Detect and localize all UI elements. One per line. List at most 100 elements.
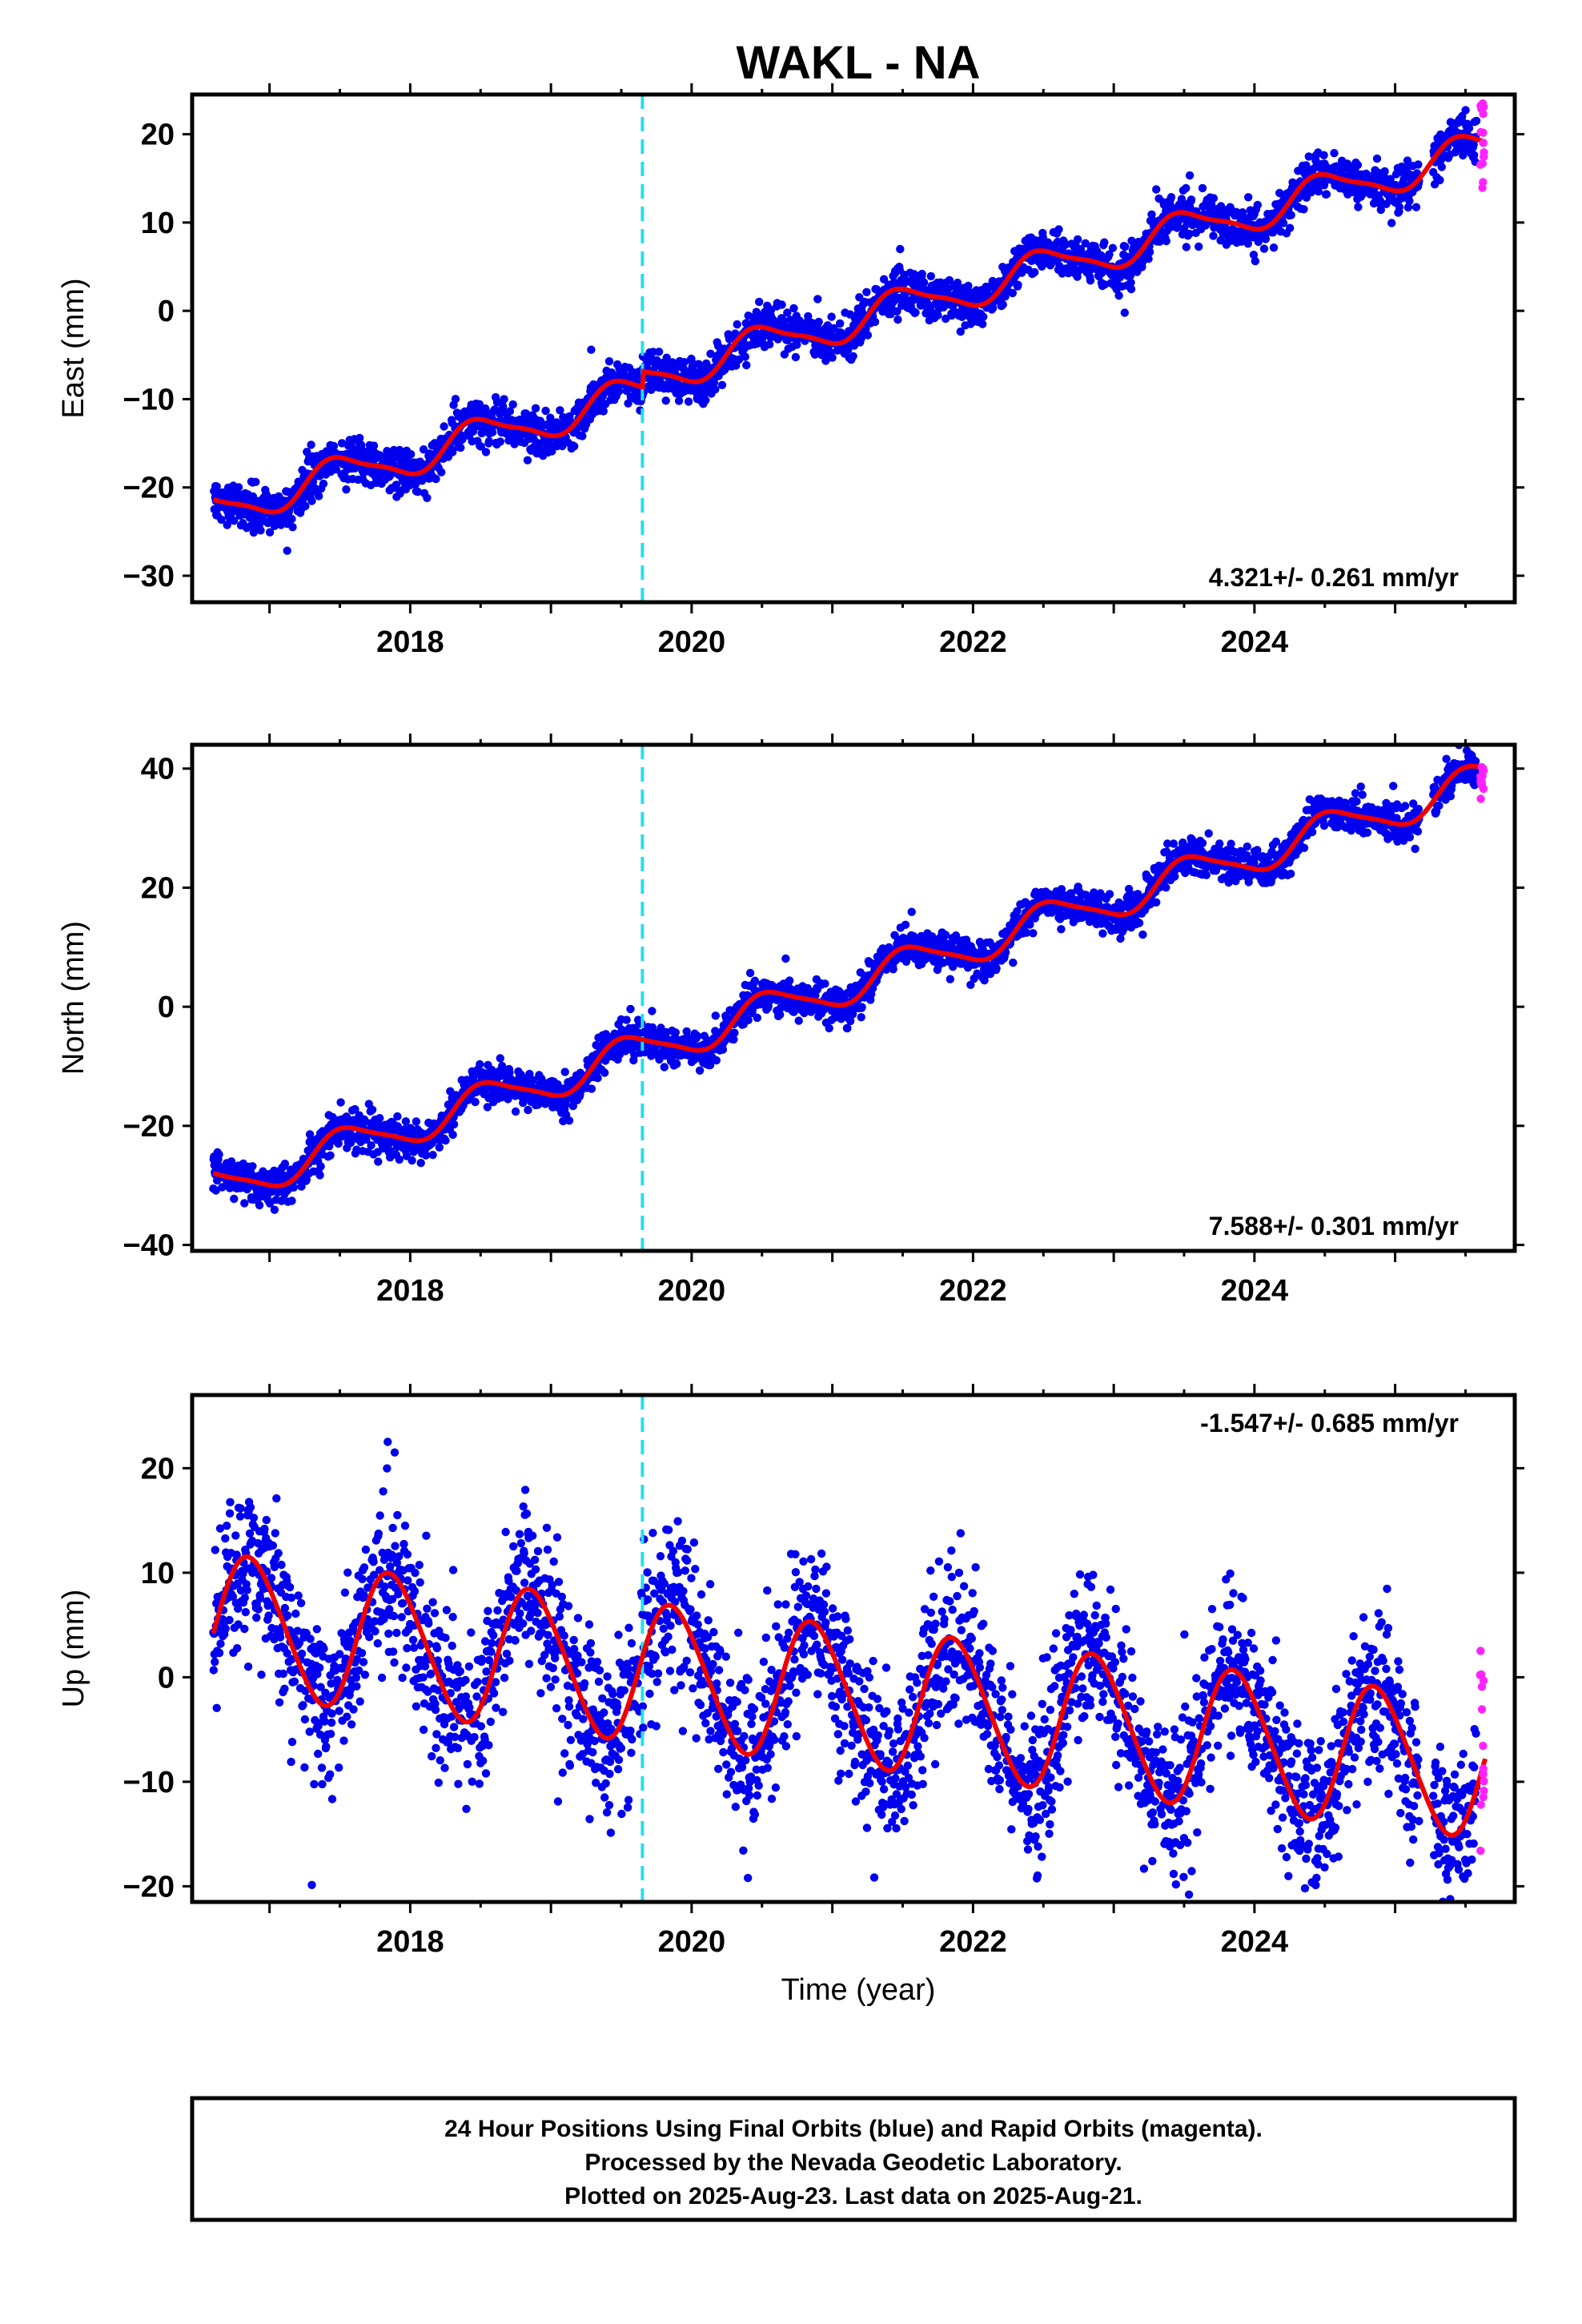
data-point xyxy=(741,352,749,361)
data-point xyxy=(863,331,873,340)
data-point xyxy=(302,1176,311,1184)
data-point xyxy=(1437,163,1447,171)
data-point xyxy=(1243,239,1253,248)
data-point xyxy=(215,1150,223,1159)
data-point xyxy=(1464,123,1474,133)
data-point xyxy=(1279,219,1288,227)
data-point xyxy=(476,442,485,451)
data-point xyxy=(1098,929,1107,938)
data-point xyxy=(280,1160,290,1168)
data-point xyxy=(862,287,871,296)
data-point xyxy=(693,1031,702,1041)
data-point xyxy=(395,1155,404,1164)
data-point xyxy=(1403,156,1412,165)
x-ticks-east: 2018 2020 2022 2024 xyxy=(268,83,1467,659)
data-point xyxy=(270,1205,279,1214)
data-point xyxy=(1287,211,1295,219)
data-point xyxy=(744,1015,753,1025)
data-point xyxy=(475,400,484,408)
data-point xyxy=(750,976,760,985)
rapid-data-point xyxy=(1478,99,1488,108)
data-point xyxy=(476,1059,484,1069)
data-point xyxy=(1013,907,1022,916)
data-point xyxy=(1372,154,1382,163)
data-point xyxy=(648,1023,657,1032)
data-point xyxy=(1177,195,1186,203)
data-point xyxy=(701,396,710,404)
data-point xyxy=(1249,251,1259,259)
x-tick-label: 2020 xyxy=(658,625,726,659)
data-point xyxy=(307,497,316,505)
final-orbit-points-east xyxy=(210,106,1481,555)
data-point xyxy=(901,920,910,930)
data-point xyxy=(1182,183,1191,193)
data-point xyxy=(326,1151,335,1160)
data-point xyxy=(893,307,901,316)
data-point xyxy=(654,348,664,356)
data-point xyxy=(660,1063,669,1072)
data-point xyxy=(500,395,508,404)
data-point xyxy=(593,1074,602,1083)
data-point xyxy=(1121,242,1130,251)
data-point xyxy=(671,1028,680,1037)
data-point xyxy=(230,517,239,525)
data-point xyxy=(896,244,905,254)
data-point xyxy=(367,1105,377,1115)
data-point xyxy=(524,1105,532,1115)
data-point xyxy=(587,345,596,354)
data-point xyxy=(828,353,837,362)
data-point xyxy=(684,397,693,406)
data-point xyxy=(337,439,347,448)
data-point xyxy=(941,931,950,939)
data-point xyxy=(255,1200,264,1210)
data-point xyxy=(319,479,328,489)
data-point xyxy=(1022,928,1031,937)
data-point xyxy=(277,1196,287,1205)
data-point xyxy=(499,402,508,411)
data-point xyxy=(794,1016,803,1025)
data-point xyxy=(989,304,998,312)
data-point xyxy=(342,485,351,494)
data-point xyxy=(827,312,836,321)
data-point xyxy=(742,360,751,370)
data-point xyxy=(413,487,423,497)
data-point xyxy=(1001,948,1010,957)
data-point xyxy=(1152,185,1161,194)
data-point xyxy=(711,385,720,394)
data-point xyxy=(412,1117,421,1126)
data-point xyxy=(783,308,792,317)
data-point xyxy=(844,345,853,354)
data-point xyxy=(1029,929,1038,938)
data-point xyxy=(1461,106,1470,115)
data-point xyxy=(287,1196,296,1205)
data-point xyxy=(468,427,478,436)
data-point xyxy=(1261,235,1271,243)
data-point xyxy=(1253,200,1263,210)
y-tick-label: −30 xyxy=(123,560,175,593)
data-point xyxy=(315,1171,324,1180)
data-point xyxy=(406,1124,415,1132)
data-point xyxy=(626,1004,635,1014)
data-point xyxy=(508,400,517,409)
data-point xyxy=(212,482,221,491)
data-point xyxy=(911,308,920,317)
data-point xyxy=(624,399,632,408)
data-point xyxy=(1144,255,1153,263)
data-point xyxy=(564,1116,574,1125)
data-point xyxy=(857,1013,865,1022)
data-point xyxy=(1030,267,1039,277)
data-point xyxy=(481,448,491,456)
data-point xyxy=(1330,149,1339,158)
data-point xyxy=(458,434,467,444)
data-point xyxy=(449,1120,459,1129)
data-point xyxy=(416,1159,425,1168)
data-point xyxy=(265,1199,275,1208)
data-point xyxy=(423,493,432,502)
y-tick-label: 20 xyxy=(141,119,175,152)
data-point xyxy=(648,348,657,356)
data-point xyxy=(705,1060,715,1070)
